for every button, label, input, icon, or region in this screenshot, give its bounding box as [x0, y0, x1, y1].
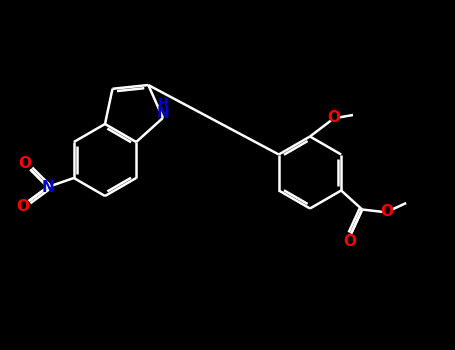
Text: O: O: [343, 233, 356, 248]
Text: N: N: [41, 180, 54, 195]
Text: H: H: [158, 97, 168, 110]
Text: N: N: [157, 106, 169, 121]
Text: O: O: [328, 110, 340, 125]
Text: O: O: [18, 156, 31, 171]
Text: O: O: [381, 204, 394, 219]
Text: O: O: [16, 198, 29, 214]
